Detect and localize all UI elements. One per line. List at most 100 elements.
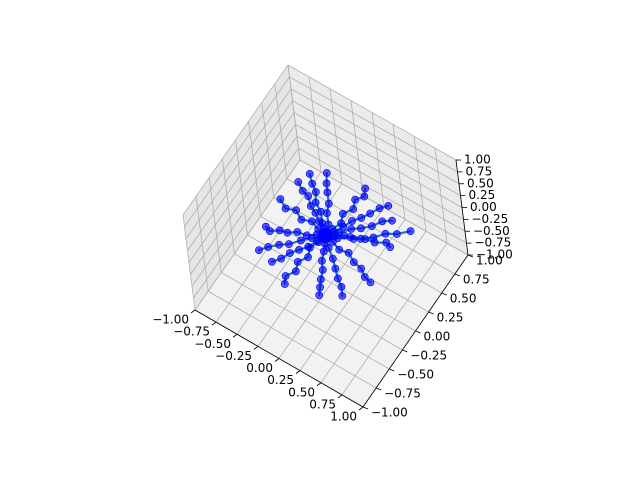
series-point: [356, 234, 365, 243]
grid-line-x: [320, 231, 427, 383]
series-point: [386, 243, 395, 251]
series-point: [328, 254, 337, 263]
x-tick-mark: [295, 370, 301, 374]
series-point: [351, 195, 360, 204]
grid-line-left-z: [184, 76, 290, 228]
grid-line-left-z: [187, 100, 293, 251]
series-point: [378, 217, 387, 226]
grid-line-left-z: [188, 112, 295, 263]
series-point: [381, 229, 390, 238]
y-tick-mark: [389, 368, 395, 372]
series-point: [357, 213, 366, 222]
z-tick-label: 0.00: [470, 200, 497, 214]
series-point: [333, 234, 342, 243]
grid-line-back-z: [290, 88, 460, 185]
series-point: [281, 272, 290, 280]
x-tick-mark: [274, 358, 280, 362]
series-point: [360, 192, 369, 201]
x-tick-mark: [337, 394, 343, 399]
y-tick-label: 0.75: [463, 273, 490, 287]
y-tick-mark: [454, 273, 461, 277]
series-point: [285, 249, 294, 257]
grid-line-back-x: [413, 136, 427, 232]
series-point: [280, 280, 289, 288]
grid-line-back-x: [392, 124, 406, 220]
y-tick-label: −1.00: [371, 406, 408, 420]
series-point: [294, 178, 303, 186]
series-point: [264, 243, 273, 251]
grid-line-left-y: [248, 121, 262, 217]
x-tick-mark: [358, 406, 364, 411]
series-point: [347, 225, 356, 233]
series-point: [281, 204, 290, 213]
z-tick-label: −0.75: [475, 236, 512, 250]
series-point: [316, 283, 324, 292]
series-point: [311, 188, 320, 196]
y-tick-mark: [441, 292, 447, 296]
grid-line-x: [341, 242, 448, 396]
x-tick-label: −0.25: [215, 349, 252, 363]
grid-line-back-x: [434, 148, 448, 244]
x-tick-label: 0.25: [267, 373, 294, 387]
series-point: [337, 219, 345, 228]
x-tick-mark: [232, 333, 238, 338]
axis-ticks: −1.00−0.75−0.50−0.250.000.250.500.751.00…: [152, 153, 513, 424]
series-point: [315, 291, 324, 300]
series-point: [297, 215, 306, 224]
center-marker-group: [318, 228, 333, 243]
series-point: [255, 246, 263, 254]
series-point: [304, 253, 312, 262]
grid-line-y: [247, 234, 416, 332]
y-tick-mark: [362, 406, 369, 410]
series-point: [307, 234, 316, 243]
y-tick-label: −0.75: [384, 387, 421, 401]
series-point: [348, 217, 356, 225]
series-point: [388, 216, 396, 225]
series-point: [339, 209, 347, 218]
series-point: [276, 195, 285, 204]
series-point: [305, 169, 314, 178]
series-point: [335, 245, 344, 254]
y-tick-label: 0.00: [424, 330, 451, 344]
center-marker: [318, 228, 333, 243]
series-point: [297, 236, 305, 245]
y-tick-label: 1.00: [476, 254, 503, 268]
series-point: [308, 179, 317, 188]
series-point: [357, 264, 366, 273]
series-point: [368, 222, 376, 230]
series-point: [277, 254, 286, 263]
z-tick-label: 1.00: [464, 153, 491, 167]
series-point: [366, 278, 375, 287]
z-tick-label: −0.50: [473, 224, 510, 238]
series-point: [324, 243, 333, 252]
series-point: [322, 179, 331, 188]
series-point: [318, 257, 326, 265]
series-point: [324, 199, 333, 208]
series-point: [283, 228, 292, 237]
series-point: [322, 169, 331, 177]
series-point: [285, 240, 293, 249]
series-point: [295, 246, 303, 254]
series-point: [318, 265, 327, 274]
grid-line-back-z: [293, 112, 463, 208]
grid-line-back-z: [292, 100, 461, 196]
series-point: [261, 222, 270, 231]
series-point: [361, 184, 370, 193]
grid-line-back-z: [289, 76, 458, 173]
z-tick-label: 0.75: [466, 164, 493, 178]
grid-line-left-y: [261, 102, 275, 198]
z-tick-label: −0.25: [472, 212, 509, 226]
series-point: [392, 230, 401, 238]
grid-line-y: [273, 197, 442, 294]
grid-line-left-y: [287, 64, 301, 161]
series-point: [306, 243, 314, 252]
series-point: [333, 274, 342, 283]
series-point: [375, 204, 384, 213]
series-point: [268, 257, 276, 266]
series-point: [324, 220, 333, 229]
series-point: [292, 206, 300, 215]
x-tick-label: −0.75: [173, 325, 210, 339]
x-tick-mark: [211, 321, 217, 326]
x-tick-mark: [316, 382, 322, 387]
series-point: [311, 198, 320, 207]
